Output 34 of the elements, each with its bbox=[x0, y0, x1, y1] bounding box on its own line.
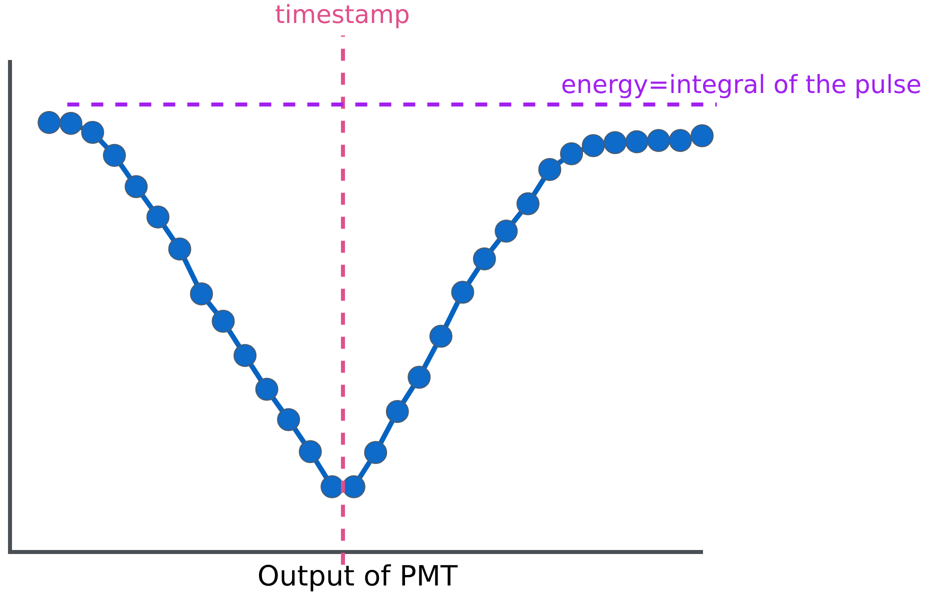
point bbox=[451, 280, 474, 304]
point bbox=[38, 111, 61, 134]
point bbox=[386, 400, 409, 423]
point bbox=[81, 120, 104, 144]
point bbox=[494, 220, 518, 243]
text: timestamp bbox=[275, 0, 410, 29]
point bbox=[298, 440, 322, 464]
point bbox=[59, 112, 82, 135]
point bbox=[472, 247, 496, 270]
point bbox=[102, 144, 126, 167]
point bbox=[277, 408, 300, 432]
x-axis-title: Output of PMT bbox=[257, 560, 458, 593]
point bbox=[690, 124, 714, 148]
point bbox=[625, 130, 648, 154]
point bbox=[124, 175, 148, 198]
point bbox=[320, 475, 344, 498]
point bbox=[408, 366, 431, 389]
point bbox=[255, 378, 278, 401]
point bbox=[342, 475, 366, 498]
point bbox=[582, 134, 605, 158]
point bbox=[516, 192, 540, 216]
point bbox=[647, 128, 670, 152]
point bbox=[364, 441, 388, 464]
point bbox=[604, 131, 627, 154]
point bbox=[146, 205, 170, 228]
point bbox=[234, 344, 257, 367]
point bbox=[168, 238, 192, 261]
point bbox=[538, 158, 562, 182]
point bbox=[668, 128, 692, 152]
point bbox=[190, 282, 213, 306]
point bbox=[560, 142, 584, 166]
point bbox=[212, 310, 235, 333]
point bbox=[429, 324, 452, 348]
ref-line-label: energy=integral of the pulse bbox=[561, 70, 922, 99]
